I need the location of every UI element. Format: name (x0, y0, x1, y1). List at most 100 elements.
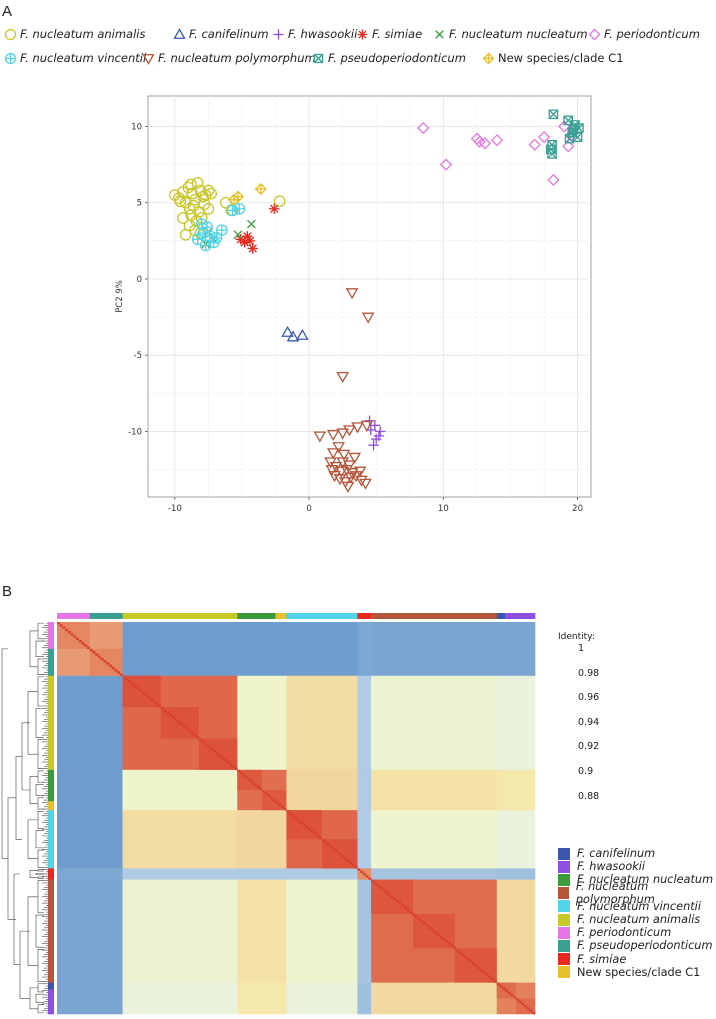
legend-item: F. nucleatum vincentii (4, 51, 146, 65)
heatmap-diagonal-cell (513, 996, 517, 999)
heatmap-block (357, 675, 372, 771)
heatmap-diagonal-cell (185, 727, 189, 730)
species-legend-label: F. hwasookii (577, 860, 646, 874)
heatmap-diagonal-cell (179, 722, 183, 726)
series-f-nucleatum-polymorphum (313, 288, 375, 493)
species-color-swatch (558, 860, 570, 873)
heatmap-diagonal-cell (373, 881, 377, 885)
heatmap-diagonal-cell (450, 944, 454, 947)
legend-item: F. simiae (356, 27, 422, 41)
heatmap-block (122, 769, 238, 811)
heatmap-diagonal-cell (168, 713, 172, 717)
heatmap-diagonal-cell (160, 707, 164, 710)
data-point (547, 173, 560, 186)
data-point (326, 429, 340, 441)
heatmap-diagonal-cell (420, 919, 424, 923)
heatmap-diagonal-cell (174, 718, 178, 721)
data-point (185, 178, 197, 191)
heatmap-block (286, 675, 358, 771)
heatmap-diagonal-cell (62, 626, 66, 629)
y-tick-label: 0 (137, 275, 142, 285)
heatmap-block (122, 622, 238, 677)
data-point (233, 230, 243, 240)
heatmap-diagonal-cell (371, 879, 375, 883)
data-point (177, 212, 189, 224)
heatmap-diagonal-cell (81, 642, 85, 645)
species-legend-label: F. nucleatum animalis (577, 913, 701, 927)
heatmap-diagonal-cell (283, 807, 287, 811)
heatmap-diagonal-cell (70, 633, 74, 636)
heatmap-diagonal-cell (253, 783, 257, 786)
data-point (348, 452, 362, 464)
legend-label: New species/clade C1 (498, 51, 624, 65)
heatmap-block (57, 868, 123, 880)
dendrogram-branch (37, 949, 44, 982)
heatmap-diagonal-cell (133, 684, 137, 688)
species-color-swatch (558, 900, 570, 913)
species-color-swatch (558, 873, 570, 886)
series-f-hwasookii (364, 415, 386, 451)
heatmap-diagonal-cell (515, 998, 519, 1001)
heatmap-diagonal-cell (108, 664, 112, 667)
data-point (337, 449, 351, 461)
heatmap-diagonal-cell (196, 736, 200, 739)
species-legend-label: F. canifelinum (577, 847, 656, 861)
data-point (417, 121, 430, 135)
heatmap-diagonal-cell (343, 857, 347, 860)
legend-item: F. hwasookii (272, 27, 357, 41)
heatmap-diagonal-cell (330, 846, 334, 849)
colorbar-tick-label: 0.94 (578, 716, 600, 728)
heatmap-diagonal-cell (488, 975, 492, 979)
heatmap-diagonal-cell (302, 823, 306, 827)
dendrogram-branch (35, 993, 44, 1003)
dendrogram-branch (37, 810, 44, 829)
data-point (568, 124, 579, 135)
data-point (364, 415, 375, 426)
column-annotation (286, 613, 358, 619)
data-point (328, 471, 341, 483)
heatmap-diagonal-cell (237, 769, 241, 773)
heatmap-diagonal-cell (128, 680, 131, 683)
heatmap-diagonal-cell (261, 790, 265, 793)
data-point (375, 426, 386, 437)
colorbar-tick-label: 0.92 (578, 741, 600, 753)
heatmap-block (357, 622, 372, 677)
plot-area (147, 95, 592, 498)
dendrogram-branch (1, 648, 8, 859)
data-point (343, 425, 356, 437)
legend-marker-icon (273, 29, 284, 39)
data-point (179, 228, 192, 241)
heatmap-diagonal-cell (92, 651, 96, 654)
legend-label: F. nucleatum animalis (20, 27, 146, 41)
grid-lines (148, 96, 591, 497)
heatmap-block (371, 810, 498, 869)
heatmap-block (286, 622, 358, 677)
heatmap-diagonal-cell (199, 738, 202, 741)
heatmap-diagonal-cell (141, 691, 145, 694)
heatmap-block (496, 868, 536, 880)
heatmap-block (286, 879, 358, 983)
data-point (296, 328, 309, 340)
heatmap-diagonal-cell (436, 933, 440, 936)
heatmap-diagonal-cell (529, 1009, 533, 1012)
legend-item: F. nucleatum nucleatum (433, 27, 588, 41)
column-annotation (89, 613, 123, 619)
heatmap-diagonal-cell (463, 955, 467, 959)
row-annotation (48, 648, 54, 677)
species-color-swatch (558, 939, 570, 952)
heatmap-diagonal-cell (368, 877, 372, 880)
heatmap-diagonal-cell (177, 720, 181, 723)
heatmap-block (237, 622, 287, 677)
species-legend-item: F. simiae (558, 953, 716, 966)
data-point (202, 202, 215, 215)
species-legend-item: New species/clade C1 (558, 966, 716, 979)
heatmap-block (371, 622, 498, 677)
heatmap-diagonal-cell (89, 648, 93, 652)
species-legend-item: F. nucleatum vincentii (558, 900, 716, 913)
dendrogram-branch (37, 876, 44, 879)
heatmap-diagonal-cell (248, 778, 252, 782)
data-point (528, 138, 541, 151)
legend-marker-icon (142, 53, 155, 65)
heatmap-diagonal-cell (431, 928, 435, 932)
heatmap-diagonal-cell (229, 763, 233, 766)
